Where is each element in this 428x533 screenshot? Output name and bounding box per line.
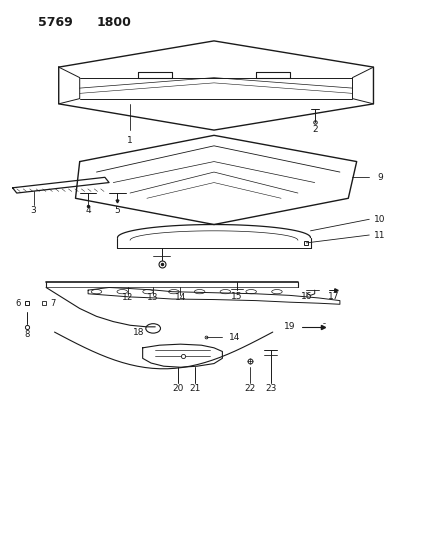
Text: 16: 16 bbox=[300, 292, 312, 301]
Text: 10: 10 bbox=[374, 215, 386, 224]
Text: 17: 17 bbox=[328, 292, 339, 301]
Text: 18: 18 bbox=[133, 328, 144, 336]
Text: 5: 5 bbox=[115, 206, 120, 215]
Text: 5769: 5769 bbox=[38, 16, 72, 29]
Text: 23: 23 bbox=[265, 384, 276, 393]
Text: 1: 1 bbox=[127, 136, 133, 145]
Text: 15: 15 bbox=[231, 292, 243, 301]
Text: 14: 14 bbox=[175, 294, 186, 303]
Text: 14: 14 bbox=[229, 333, 240, 342]
Text: 19: 19 bbox=[284, 322, 296, 332]
Text: 22: 22 bbox=[244, 384, 255, 393]
Text: 9: 9 bbox=[377, 173, 383, 182]
Text: 6: 6 bbox=[15, 298, 21, 308]
Text: 21: 21 bbox=[190, 384, 201, 393]
Text: 8: 8 bbox=[24, 330, 30, 339]
Text: 2: 2 bbox=[312, 125, 318, 134]
Text: 20: 20 bbox=[172, 384, 184, 393]
Text: 4: 4 bbox=[85, 206, 91, 215]
Text: 11: 11 bbox=[374, 230, 386, 239]
Text: 3: 3 bbox=[31, 206, 36, 215]
Text: 1800: 1800 bbox=[96, 16, 131, 29]
Text: 12: 12 bbox=[122, 294, 134, 303]
Text: 13: 13 bbox=[147, 294, 159, 303]
Text: 7: 7 bbox=[51, 298, 56, 308]
